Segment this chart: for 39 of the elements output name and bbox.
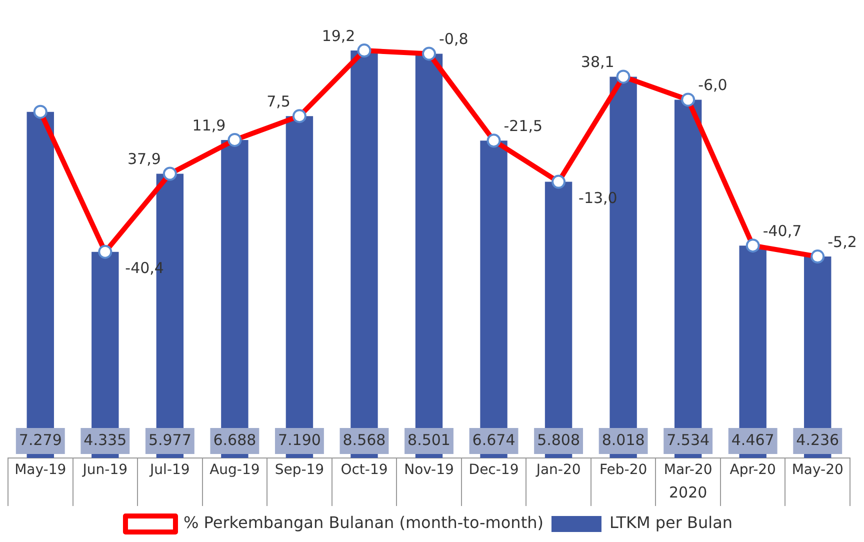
x-tick-label: Jan-20 — [535, 462, 581, 478]
x-tick-label: Jul-19 — [149, 462, 190, 478]
data-label: 7.534 — [666, 430, 710, 449]
x-tick-label: May-20 — [792, 462, 844, 478]
x-tick-label: Nov-19 — [404, 462, 454, 478]
x-tick-label: Dec-19 — [468, 462, 519, 478]
data-label: 6.674 — [472, 430, 516, 449]
annotation: 7,5 — [266, 92, 290, 110]
data-label: 7.190 — [278, 430, 321, 449]
x-tick-label: Aug-19 — [210, 462, 260, 478]
annotation: 19,2 — [322, 26, 356, 45]
legend-label: % Perkembangan Bulanan (month-to-month) — [183, 513, 544, 532]
data-label: 6.688 — [213, 430, 256, 449]
annotation: 38,1 — [580, 53, 614, 72]
annotation: -0,8 — [439, 30, 468, 48]
text: 2020 — [668, 483, 708, 502]
data-label: 4.467 — [731, 430, 774, 449]
x-tick-label: Apr-20 — [730, 462, 776, 478]
x-tick-label: Sep-19 — [274, 462, 324, 478]
data-label: 7.279 — [18, 430, 62, 449]
annotation: 37,9 — [128, 150, 161, 168]
x-tick-label: Oct-19 — [340, 462, 388, 478]
data-label: 4.335 — [84, 430, 127, 449]
data-label: 8.501 — [408, 430, 450, 449]
x-tick-label: Mar-20 — [664, 462, 712, 478]
annotation: -6,0 — [698, 76, 728, 94]
data-label: 8.018 — [602, 430, 645, 449]
x-tick-label: Jun-19 — [82, 462, 128, 478]
annotation: -40,7 — [762, 222, 802, 240]
data-label: 5.977 — [148, 430, 192, 449]
x-tick-label: Feb-20 — [599, 462, 648, 478]
data-label: 5.808 — [537, 430, 580, 449]
annotation: 11,9 — [192, 116, 226, 134]
data-label: 8.568 — [342, 430, 386, 449]
legend-label: LTKM per Bulan — [609, 513, 733, 532]
annotation: -5,2 — [828, 232, 857, 251]
annotation: -21,5 — [504, 117, 543, 136]
x-tick-label: May-19 — [14, 462, 66, 478]
data-label: 4.236 — [796, 430, 840, 449]
